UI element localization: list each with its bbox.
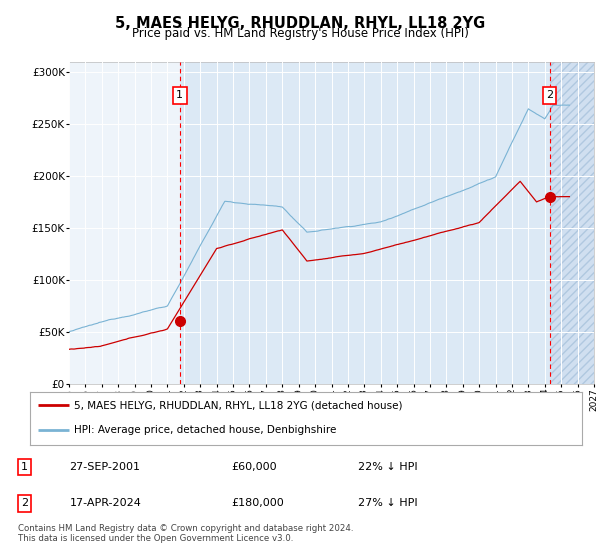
Text: 5, MAES HELYG, RHUDDLAN, RHYL, LL18 2YG (detached house): 5, MAES HELYG, RHUDDLAN, RHYL, LL18 2YG … bbox=[74, 400, 403, 410]
Text: 27-SEP-2001: 27-SEP-2001 bbox=[70, 462, 140, 472]
Text: 2: 2 bbox=[21, 498, 28, 508]
Text: Price paid vs. HM Land Registry's House Price Index (HPI): Price paid vs. HM Land Registry's House … bbox=[131, 27, 469, 40]
Text: 27% ↓ HPI: 27% ↓ HPI bbox=[358, 498, 417, 508]
Text: 2: 2 bbox=[546, 90, 553, 100]
Text: £180,000: £180,000 bbox=[231, 498, 284, 508]
Text: 1: 1 bbox=[21, 462, 28, 472]
Text: Contains HM Land Registry data © Crown copyright and database right 2024.
This d: Contains HM Land Registry data © Crown c… bbox=[18, 524, 353, 543]
Text: £60,000: £60,000 bbox=[231, 462, 277, 472]
Text: 17-APR-2024: 17-APR-2024 bbox=[70, 498, 142, 508]
Bar bbox=[550, 62, 594, 384]
Bar bbox=[69, 62, 180, 384]
Text: HPI: Average price, detached house, Denbighshire: HPI: Average price, detached house, Denb… bbox=[74, 425, 337, 435]
Text: 1: 1 bbox=[176, 90, 183, 100]
Text: 22% ↓ HPI: 22% ↓ HPI bbox=[358, 462, 417, 472]
Text: 5, MAES HELYG, RHUDDLAN, RHYL, LL18 2YG: 5, MAES HELYG, RHUDDLAN, RHYL, LL18 2YG bbox=[115, 16, 485, 31]
